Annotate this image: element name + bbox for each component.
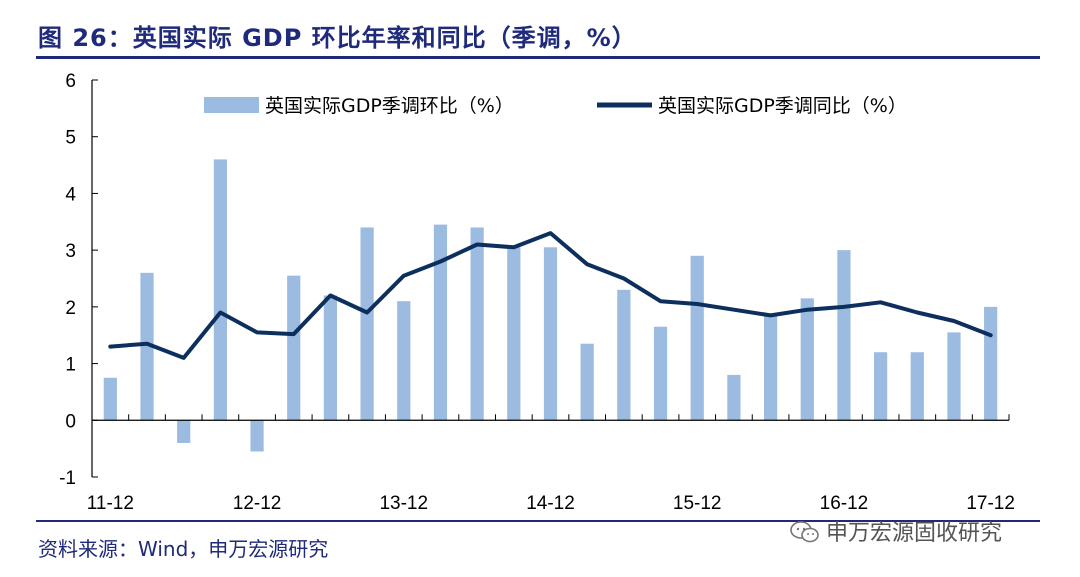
x-tick-label: 16-12: [820, 493, 869, 510]
y-tick-label: 1: [65, 355, 76, 376]
chart-legend: 英国实际GDP季调环比（%） 英国实际GDP季调同比（%）: [204, 95, 907, 117]
bar-16-12: [837, 250, 851, 421]
bar-16-09: [800, 298, 814, 421]
y-tick-label: 4: [65, 184, 76, 205]
bar-15-12: [690, 255, 704, 421]
title-divider: [36, 56, 1040, 59]
watermark: 申万宏源固收研究: [790, 515, 1002, 547]
y-tick-label: 5: [65, 128, 76, 149]
legend-label-line: 英国实际GDP季调同比（%）: [658, 95, 907, 117]
legend-label-bar: 英国实际GDP季调环比（%）: [265, 95, 514, 117]
bar-17-12: [984, 306, 998, 421]
source-note: 资料来源：Wind，申万宏源研究: [38, 537, 329, 561]
bar-15-09: [653, 326, 668, 421]
bar-17-06: [910, 352, 924, 421]
y-tick-label: 3: [65, 241, 76, 262]
y-tick-label: 0: [65, 411, 76, 432]
bar-14-09: [507, 247, 521, 421]
bar-14-12: [543, 247, 558, 421]
bar-14-06: [470, 227, 484, 421]
x-tick-label: 14-12: [526, 493, 575, 510]
y-tick-label: 6: [65, 71, 76, 92]
y-axis-ticks: -1 0 1 2 3 4 5 6: [59, 71, 98, 489]
x-tick-label: 13-12: [379, 493, 428, 510]
bar-12-06: [177, 420, 191, 443]
x-tick-label: 15-12: [673, 493, 722, 510]
chart-axes: [91, 80, 1010, 477]
x-axis-ticks: 11-12 12-12 13-12 14-12 15-12 16-12 17-12: [87, 493, 1015, 510]
bar-12-03: [140, 272, 154, 421]
y-tick-label: -1: [59, 468, 76, 489]
bar-16-06: [763, 315, 778, 421]
bar-11-12: [103, 377, 117, 421]
bar-14-03: [433, 224, 448, 421]
bar-17-03: [874, 352, 888, 421]
watermark-text: 申万宏源固收研究: [826, 521, 1003, 546]
source-divider: [36, 520, 1040, 522]
line-series: [108, 231, 993, 360]
x-tick-label: 17-12: [966, 493, 1015, 510]
x-tick-label: 12-12: [233, 493, 282, 510]
bar-13-03: [287, 275, 301, 421]
bar-13-06: [323, 295, 338, 421]
bar-13-12: [397, 301, 411, 421]
chart-area: -1 0 1 2 3 4 5 6 11-12 12-12 13-12 14-12 15-12 16-12…: [59, 71, 1015, 510]
x-tick-label: 11-12: [87, 493, 134, 510]
bar-series: [103, 159, 998, 452]
bar-13-09: [360, 227, 374, 421]
wechat-icon: [790, 521, 819, 543]
bar-17-09: [947, 332, 961, 421]
bar-16-03: [727, 374, 741, 421]
bar-12-09: [213, 159, 227, 421]
figure-title: 图 26：英国实际 GDP 环比年率和同比（季调，%）: [38, 24, 637, 52]
legend-swatch-bar: [204, 97, 259, 113]
bar-15-06: [617, 289, 631, 421]
bar-15-03: [580, 343, 594, 421]
bar-12-12: [250, 420, 264, 452]
y-tick-label: 2: [65, 298, 76, 319]
